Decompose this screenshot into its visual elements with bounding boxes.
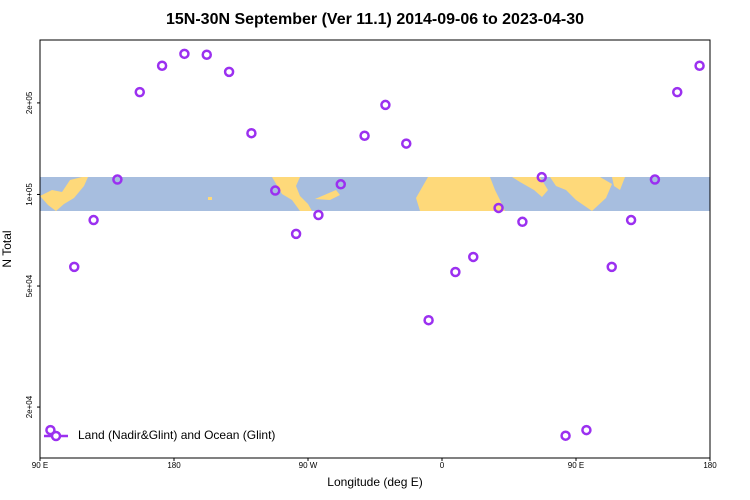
point: [223, 66, 235, 78]
point: [560, 430, 571, 441]
ocean: [40, 177, 710, 211]
point: [401, 138, 412, 149]
map-band: [40, 177, 710, 211]
y-tick-label: 2e+05: [25, 91, 34, 114]
point: [649, 174, 661, 185]
x-tick-label: 90 E: [568, 461, 584, 470]
y-tick-label: 2e+04: [25, 395, 34, 418]
point: [606, 261, 617, 273]
y-axis-label: N Total: [0, 230, 14, 267]
x-tick-label: 180: [703, 461, 717, 470]
land: [612, 177, 625, 190]
x-tick-label: 90 W: [299, 461, 318, 470]
point: [156, 60, 168, 71]
point: [335, 179, 347, 190]
point: [45, 424, 56, 436]
chart-title: 15N-30N September (Ver 11.1) 2014-09-06 …: [166, 11, 584, 28]
point: [134, 86, 146, 98]
x-tick-label: 90 E: [32, 461, 48, 470]
point: [201, 49, 213, 60]
point: [517, 216, 528, 228]
land: [512, 177, 548, 197]
point: [112, 174, 123, 185]
land: [272, 177, 312, 211]
point: [380, 99, 391, 111]
point: [246, 127, 257, 139]
x-tick-label: 0: [440, 461, 445, 470]
point: [581, 424, 592, 436]
point: [423, 314, 434, 326]
x-axis-label: Longitude (deg E): [327, 475, 422, 489]
point: [313, 209, 324, 221]
point: [536, 171, 548, 183]
land: [208, 197, 212, 200]
point: [88, 214, 99, 226]
land: [550, 177, 612, 211]
point: [625, 214, 637, 226]
point: [671, 86, 683, 98]
plot-frame: [39, 39, 711, 459]
point: [493, 202, 504, 214]
point: [68, 261, 80, 273]
legend-label: Land (Nadir&Glint) and Ocean (Glint): [78, 428, 275, 442]
y-tick-label: 5e+04: [25, 274, 34, 297]
y-tick-label: 1e+05: [25, 183, 34, 206]
point: [269, 185, 281, 196]
point: [694, 60, 705, 71]
point: [468, 251, 479, 263]
point: [450, 266, 461, 278]
point: [179, 48, 190, 60]
legend-marker: [50, 430, 62, 442]
x-tick-label: 180: [167, 461, 181, 470]
point: [359, 130, 370, 141]
land: [40, 177, 88, 211]
land: [416, 177, 505, 211]
land: [315, 190, 340, 200]
point: [290, 228, 302, 240]
